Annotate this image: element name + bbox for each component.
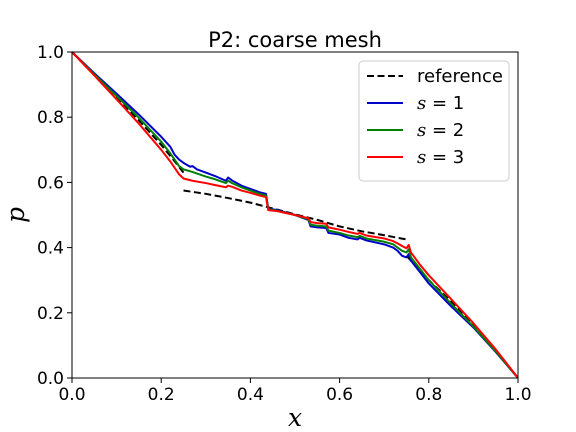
legend-box bbox=[358, 60, 510, 182]
x-axis-label: x bbox=[288, 403, 302, 432]
series-line bbox=[71, 51, 519, 379]
x-tick-label: 0.2 bbox=[148, 385, 175, 405]
plot-lines bbox=[71, 51, 519, 379]
x-tick-label: 0.4 bbox=[237, 385, 264, 405]
legend-label: s = 1 bbox=[417, 93, 464, 114]
y-tick-label: 0.6 bbox=[37, 173, 64, 193]
y-tick-label: 0.4 bbox=[37, 239, 64, 259]
y-tick-label: 0.0 bbox=[37, 369, 64, 389]
y-axis: 0.0 0.2 0.4 0.6 0.8 1.0 bbox=[37, 43, 72, 389]
x-tick-label: 1.0 bbox=[504, 385, 531, 405]
series-s3 bbox=[71, 51, 519, 379]
plot-frame bbox=[71, 51, 519, 379]
legend-label: reference bbox=[417, 66, 503, 87]
y-tick-label: 1.0 bbox=[37, 43, 64, 63]
legend-label: s = 3 bbox=[417, 147, 464, 168]
x-tick-label: 0.6 bbox=[326, 385, 353, 405]
series-line bbox=[183, 189, 407, 241]
y-tick-label: 0.8 bbox=[37, 108, 64, 128]
legend: reference s = 1 s = 2 s = 3 bbox=[358, 60, 510, 182]
x-tick-label: 0.0 bbox=[58, 385, 85, 405]
x-tick-label: 0.8 bbox=[415, 385, 442, 405]
legend-label: s = 2 bbox=[417, 120, 464, 141]
y-tick-label: 0.2 bbox=[37, 304, 64, 324]
x-axis: 0.0 0.2 0.4 0.6 0.8 1.0 bbox=[58, 378, 532, 405]
chart-title: P2: coarse mesh bbox=[208, 28, 382, 52]
y-axis-label: p bbox=[1, 207, 30, 223]
